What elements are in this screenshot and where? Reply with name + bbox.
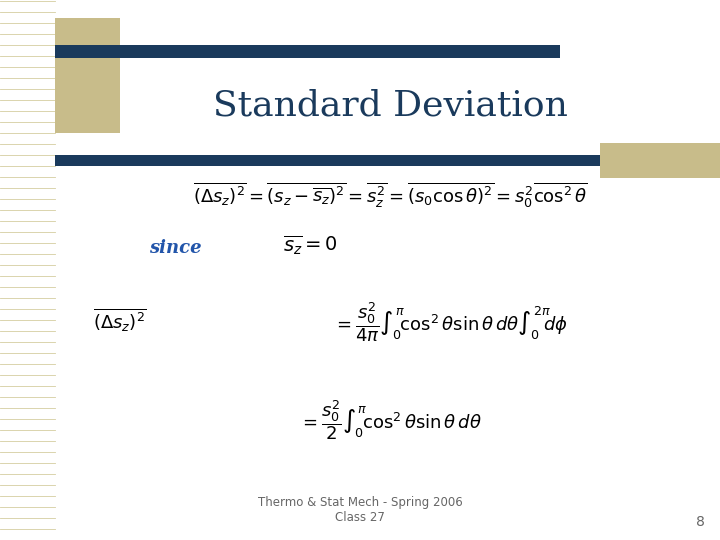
Text: since: since [149,239,202,257]
Text: $\overline{s_z} = 0$: $\overline{s_z} = 0$ [283,233,338,257]
Text: $\overline{(\Delta s_z)^2}$: $\overline{(\Delta s_z)^2}$ [93,307,147,333]
Text: Standard Deviation: Standard Deviation [212,88,567,122]
Text: $= \dfrac{s_0^2}{4\pi}\int_0^{\pi}\!\cos^2\theta\sin\theta\, d\theta\int_0^{2\pi: $= \dfrac{s_0^2}{4\pi}\int_0^{\pi}\!\cos… [333,300,567,344]
Text: $\overline{(\Delta s_z)^2} = \overline{(s_z - \overline{s_z})^2} = \overline{s_z: $\overline{(\Delta s_z)^2} = \overline{(… [192,180,588,210]
Text: Thermo & Stat Mech - Spring 2006
Class 27: Thermo & Stat Mech - Spring 2006 Class 2… [258,496,462,524]
Bar [55,155,665,166]
Text: $= \dfrac{s_0^2}{2}\int_0^{\pi}\!\cos^2\theta\sin\theta\, d\theta$: $= \dfrac{s_0^2}{2}\int_0^{\pi}\!\cos^2\… [299,398,482,442]
Bar [55,18,120,133]
Text: 8: 8 [696,515,704,529]
Bar [55,45,560,58]
Bar [600,143,720,178]
